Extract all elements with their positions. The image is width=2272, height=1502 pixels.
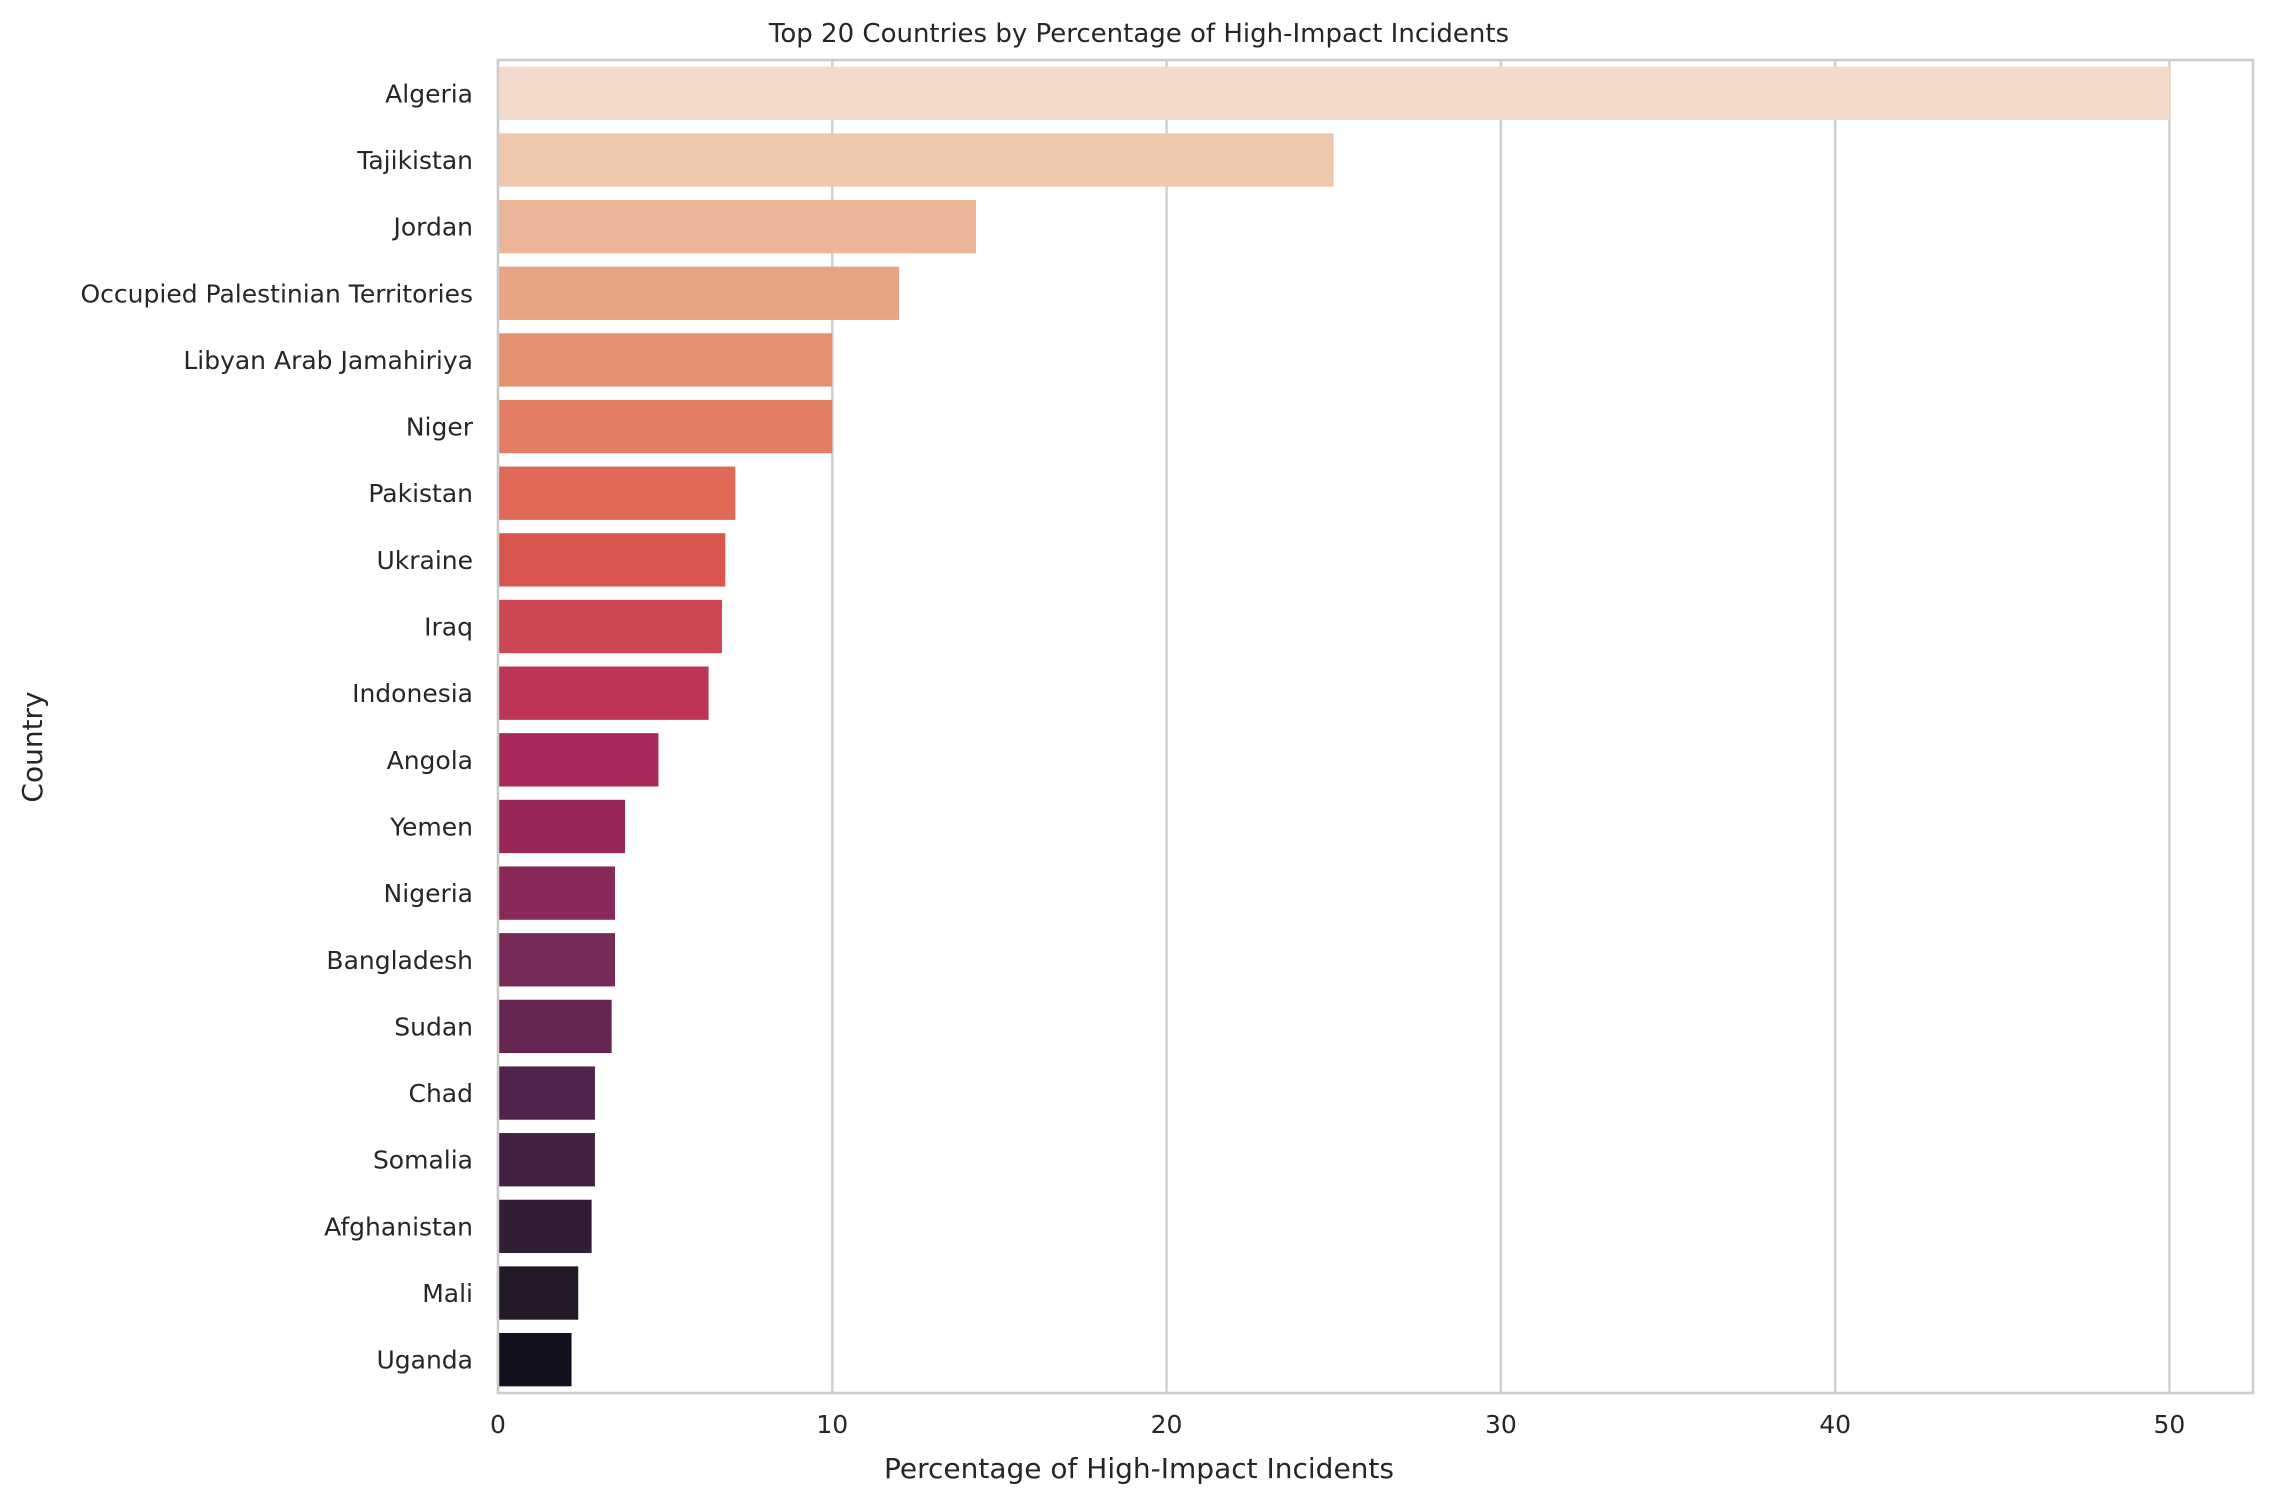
y-tick-label: Algeria [385, 79, 473, 108]
y-tick-label: Chad [409, 1079, 474, 1108]
bar-angola [498, 733, 659, 787]
y-tick-label: Indonesia [352, 679, 473, 708]
y-axis-label: Country [16, 691, 49, 802]
bar-indonesia [498, 666, 709, 720]
bar-jordan [498, 199, 977, 254]
bar-uganda [498, 1333, 572, 1387]
bar-iraq [498, 599, 722, 654]
y-ticks: Algeria Tajikistan Jordan Occupied Palestin… [81, 79, 474, 1374]
bar-chad [498, 1066, 595, 1120]
y-tick-label: Yemen [389, 812, 473, 841]
bar-mali [498, 1266, 579, 1320]
bar-yemen [498, 799, 626, 854]
y-tick-label: Niger [406, 413, 474, 442]
y-tick-label: Afghanistan [324, 1212, 473, 1241]
bar-somalia [498, 1133, 595, 1187]
y-tick-label: Ukraine [376, 546, 473, 575]
y-tick-label: Bangladesh [326, 946, 473, 975]
bar-libyan-arab-jamahiriya [498, 333, 833, 387]
x-tick-label: 50 [2154, 1410, 2186, 1439]
bar-afghanistan [498, 1199, 592, 1254]
bar-niger [498, 399, 833, 454]
bar-pakistan [498, 466, 736, 520]
x-tick-label: 40 [1819, 1410, 1851, 1439]
bar-ukraine [498, 533, 726, 587]
bar-sudan [498, 999, 612, 1054]
y-tick-label: Angola [387, 746, 473, 775]
x-tick-label: 0 [490, 1410, 506, 1439]
chart-title: Top 20 Countries by Percentage of High-I… [768, 19, 1509, 49]
y-tick-label: Occupied Palestinian Territories [81, 279, 474, 308]
y-tick-label: Jordan [391, 213, 473, 242]
bar-tajikistan [498, 133, 1334, 187]
x-tick-label: 30 [1485, 1410, 1517, 1439]
y-tick-label: Somalia [373, 1146, 473, 1175]
y-tick-label: Tajikistan [356, 146, 473, 175]
axes-spines [496, 58, 2255, 1395]
y-tick-label: Mali [422, 1279, 473, 1308]
y-tick-label: Libyan Arab Jamahiriya [183, 346, 473, 375]
bars [498, 66, 2170, 1387]
bar-bangladesh [498, 933, 615, 987]
x-tick-label: 20 [1151, 1410, 1183, 1439]
grid-lines [496, 60, 2171, 1393]
plot-frame [496, 58, 2255, 1395]
y-tick-label: Iraq [424, 613, 473, 642]
y-tick-label: Uganda [376, 1346, 473, 1375]
y-tick-label: Pakistan [368, 479, 473, 508]
x-tick-label: 10 [816, 1410, 848, 1439]
bar-occupied-palestinian-territories [498, 266, 900, 320]
bar-algeria [498, 66, 2170, 120]
y-tick-label: Nigeria [384, 879, 473, 908]
x-axis-label: Percentage of High-Impact Incidents [884, 1452, 1394, 1485]
x-ticks: 0 10 20 30 40 50 [490, 1410, 2185, 1439]
y-tick-label: Sudan [394, 1012, 473, 1041]
bar-nigeria [498, 866, 615, 920]
